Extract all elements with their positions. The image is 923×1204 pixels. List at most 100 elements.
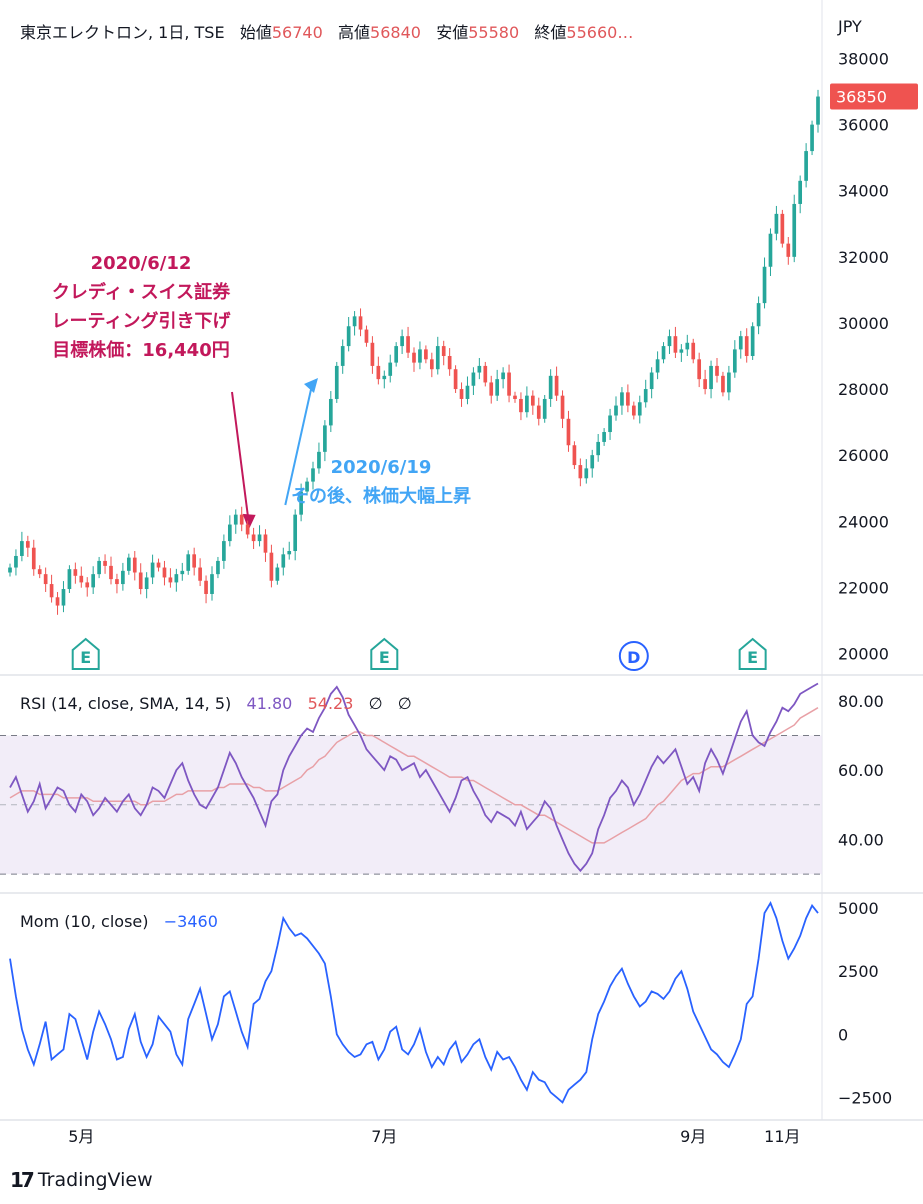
annotation-downgrade-action: レーティング引き下げ <box>51 311 231 332</box>
candle-body <box>388 362 393 376</box>
candle-body <box>643 389 648 403</box>
time-axis-tick-2: 9月 <box>680 1127 706 1146</box>
earnings-house-icon <box>738 637 767 670</box>
rsi-line <box>9 682 819 873</box>
last-price-tag-label: 36850 <box>836 88 887 107</box>
candle-body <box>536 405 541 419</box>
candle-body <box>61 589 66 606</box>
rsi-legend[interactable]: RSI (14, close, SMA, 14, 5) 41.80 54.23 … <box>20 694 412 713</box>
event-marker-earnings: E <box>370 637 399 670</box>
candle-body <box>816 96 820 125</box>
candle-body <box>412 352 416 363</box>
candle-body <box>762 266 767 304</box>
annotation-downgrade-target: 目標株価：16,440円 <box>52 340 230 361</box>
candle-body <box>239 514 244 525</box>
candle-body <box>596 441 601 456</box>
candle-body <box>121 570 125 585</box>
candle-body <box>459 389 464 399</box>
annotation-rally-text: その後、株価大幅上昇 <box>291 486 471 507</box>
candle-body <box>471 372 476 386</box>
price-axis-tick-22000: 22000 <box>838 578 889 597</box>
mom-legend[interactable]: Mom (10, close) −3460 <box>20 912 218 931</box>
rsi-sma-line <box>9 707 819 844</box>
candle-body <box>465 385 470 399</box>
annotation-rally-arrow-line <box>284 384 313 506</box>
candle-body <box>649 372 654 390</box>
candle-body <box>275 567 280 581</box>
annotation-downgrade-broker: クレディ・スイス証券 <box>51 282 231 303</box>
candle-body <box>697 359 702 380</box>
candle-body <box>216 560 220 575</box>
time-axis-tick-0: 5月 <box>68 1127 94 1146</box>
annotation-rally: 2020/6/19 その後、株価大幅上昇 <box>270 453 492 511</box>
candle-body <box>661 346 666 360</box>
event-marker-label: E <box>747 648 758 667</box>
candle-body <box>738 336 743 350</box>
candle-body <box>132 557 137 573</box>
price-axis-tick-32000: 32000 <box>838 248 889 267</box>
candle-body <box>257 534 262 542</box>
candle-body <box>150 562 155 578</box>
mom-axis-tick-5000: 5000 <box>838 899 879 918</box>
candle-body <box>721 375 725 393</box>
candle-body <box>299 491 303 515</box>
candle-body <box>750 326 755 356</box>
candle-body <box>572 445 577 466</box>
candle-body <box>233 514 238 525</box>
candle-body <box>287 551 292 555</box>
candle-body <box>227 524 232 542</box>
candle-body <box>489 382 494 396</box>
candle-body <box>584 468 589 479</box>
price-axis-tick-26000: 26000 <box>838 446 889 465</box>
candle-body <box>513 395 517 399</box>
candle-body <box>578 465 583 479</box>
tradingview-logo[interactable]: 17 TradingView <box>10 1168 153 1192</box>
candle-body <box>144 577 149 590</box>
candle-body <box>424 349 428 360</box>
rsi-sma-value: 54.23 <box>307 694 354 713</box>
candle-body <box>673 336 678 353</box>
symbol-label[interactable]: 東京エレクトロン, 1日, TSE <box>20 23 225 42</box>
candle-body <box>103 560 107 566</box>
time-axis-tick-1: 7月 <box>371 1127 397 1146</box>
candle-body <box>67 569 72 590</box>
candle-body <box>352 316 357 327</box>
candle-body <box>43 574 48 585</box>
candle-body <box>530 395 535 406</box>
candle-body <box>525 395 529 413</box>
candle-body <box>305 481 309 492</box>
mom-axis-tick-−2500: −2500 <box>838 1088 892 1107</box>
event-marker-label: D <box>627 648 640 667</box>
low-value: 55580 <box>468 23 520 42</box>
candle-body <box>667 336 672 347</box>
annotation-rally-date: 2020/6/19 <box>330 457 432 478</box>
candle-body <box>97 560 101 575</box>
low-label: 安値 <box>436 23 469 42</box>
candle-body <box>548 375 553 399</box>
rsi-value: 41.80 <box>246 694 293 713</box>
candle-body <box>441 346 446 356</box>
candle-body <box>727 372 731 393</box>
candle-body <box>483 365 488 383</box>
candle-body <box>804 151 808 181</box>
time-axis-tick-3: 11月 <box>764 1127 800 1146</box>
candle-body <box>293 514 298 552</box>
candle-body <box>311 468 315 482</box>
candle-body <box>358 316 363 330</box>
candle-body <box>204 580 208 594</box>
candle-body <box>602 432 606 442</box>
candle-body <box>334 365 339 399</box>
candle-body <box>210 574 214 594</box>
annotation-rally-arrowhead <box>304 378 318 393</box>
candle-body <box>126 557 131 571</box>
candle-body <box>614 405 618 416</box>
earnings-house-icon <box>370 637 399 670</box>
candle-body <box>168 577 173 583</box>
mom-line <box>9 900 819 1104</box>
candle-body <box>495 379 500 396</box>
candle-body <box>501 372 505 380</box>
candle-body <box>8 567 12 573</box>
candle-body <box>49 584 54 598</box>
candle-body <box>715 365 719 376</box>
